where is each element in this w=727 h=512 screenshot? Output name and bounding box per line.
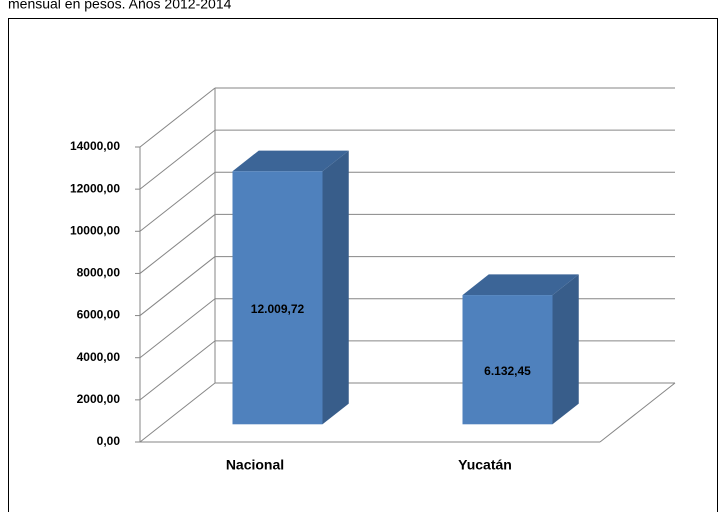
data-label: 6.132,45 xyxy=(484,364,531,378)
chart-title: mensual en pesos. Años 2012-2014 xyxy=(8,0,232,12)
grid-line xyxy=(139,298,216,359)
floor-edge xyxy=(599,382,676,443)
y-tick-label: 14000,00 xyxy=(70,139,120,153)
y-tick-label: 10000,00 xyxy=(70,223,120,237)
data-label: 12.009,72 xyxy=(251,302,305,316)
y-tick-label: 8000,00 xyxy=(77,266,121,280)
grid-line xyxy=(139,129,216,190)
y-tick-label: 12000,00 xyxy=(70,181,120,195)
grid-line xyxy=(139,214,216,274)
grid-line xyxy=(139,171,216,232)
y-tick-label: 0,00 xyxy=(97,434,121,448)
y-tick-label: 6000,00 xyxy=(77,308,121,322)
grid-line xyxy=(139,340,216,401)
y-tick-label: 4000,00 xyxy=(77,350,121,364)
chart-border xyxy=(8,18,718,512)
bar xyxy=(462,295,553,425)
bar-side xyxy=(552,274,579,425)
x-tick-label: Yucatán xyxy=(458,457,512,473)
grid-line xyxy=(139,256,216,316)
bar-top xyxy=(462,274,579,296)
bar-side xyxy=(322,150,349,425)
x-tick-label: Nacional xyxy=(226,457,284,473)
grid-line xyxy=(139,87,216,148)
bar-top xyxy=(232,150,349,172)
y-tick-label: 2000,00 xyxy=(77,392,121,406)
bar xyxy=(232,171,323,425)
grid-line xyxy=(139,382,216,443)
